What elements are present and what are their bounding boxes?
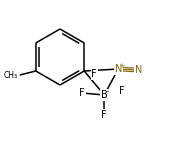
Text: F: F [79, 88, 85, 98]
Text: F: F [91, 69, 97, 79]
Text: +: + [119, 63, 125, 68]
Text: N: N [115, 64, 122, 74]
Text: -: - [107, 88, 109, 95]
Text: F: F [119, 86, 125, 96]
Text: B: B [101, 90, 108, 100]
Text: CH₃: CH₃ [4, 70, 18, 80]
Text: N: N [135, 65, 142, 75]
Text: F: F [101, 110, 107, 120]
